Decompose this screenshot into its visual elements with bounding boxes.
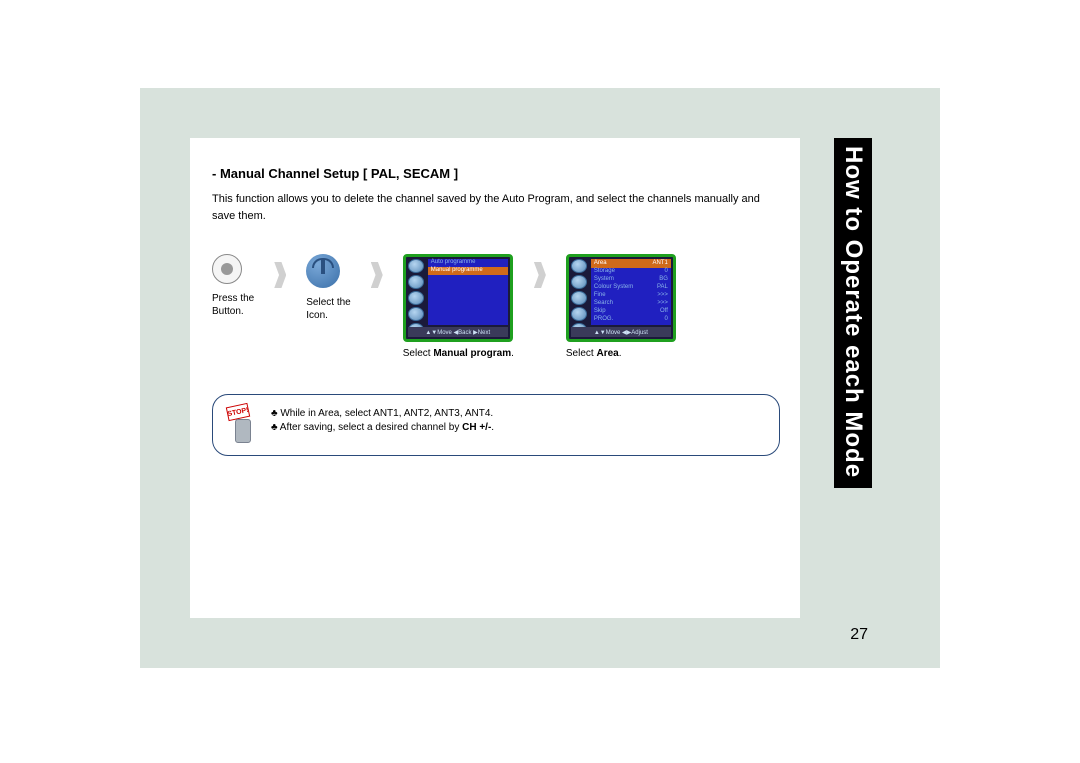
tv-screen-manual-program: Auto programmeManual programme ▲▼Move ◀B… (403, 254, 513, 342)
arrow-icon (371, 262, 383, 288)
step2-line2: Icon. (306, 310, 328, 321)
step2-line1: Select the (306, 297, 350, 308)
caption-bold: Area (596, 348, 618, 359)
side-icon (408, 291, 424, 305)
tv-screen-area: AreaANT1Storage0SystemBGColour SystemPAL… (566, 254, 676, 342)
menu-row: Auto programme (428, 259, 508, 267)
note-line2-prefix: ♣ After saving, select a desired channel… (271, 422, 462, 433)
step4-caption: Select Area. (566, 348, 676, 359)
note-line2-bold: CH +/- (462, 422, 491, 433)
caption-suffix: . (511, 348, 514, 359)
manual-page: - Manual Channel Setup [ PAL, SECAM ] Th… (140, 88, 940, 668)
menu-panel: AreaANT1Storage0SystemBGColour SystemPAL… (591, 259, 671, 325)
menu-side-icons (571, 259, 589, 337)
note-box: STOP! ♣ While in Area, select ANT1, ANT2… (212, 394, 780, 456)
side-icon (408, 259, 424, 273)
step-2: Select the Icon. (306, 254, 350, 322)
step-4: AreaANT1Storage0SystemBGColour SystemPAL… (566, 254, 676, 359)
step-1: Press the Button. (212, 254, 254, 318)
button-icon (212, 254, 242, 284)
steps-row: Press the Button. Select the Icon. (212, 254, 780, 359)
stop-graphic: STOP! (227, 405, 259, 445)
side-icon (571, 291, 587, 305)
menu-side-icons (408, 259, 426, 337)
arrow-icon (274, 262, 286, 288)
robot-icon (235, 419, 251, 443)
caption-suffix: . (619, 348, 622, 359)
menu-row: Storage0 (591, 268, 671, 276)
side-icon (408, 275, 424, 289)
screen-footer: ▲▼Move ◀▶Adjust (571, 327, 671, 337)
step3-caption: Select Manual program. (403, 348, 514, 359)
page-number: 27 (850, 626, 868, 644)
side-icon (571, 259, 587, 273)
menu-row: SkipOff (591, 308, 671, 316)
note-text: ♣ While in Area, select ANT1, ANT2, ANT3… (271, 405, 494, 436)
menu-row: Fine>>> (591, 292, 671, 300)
section-description: This function allows you to delete the c… (212, 191, 780, 224)
content-area: - Manual Channel Setup [ PAL, SECAM ] Th… (190, 138, 800, 618)
step1-line2: Button. (212, 306, 244, 317)
step1-line1: Press the (212, 293, 254, 304)
side-icon (571, 307, 587, 321)
sidebar-chapter-title: How to Operate each Mode (834, 138, 872, 488)
menu-row: Colour SystemPAL (591, 284, 671, 292)
side-icon (408, 307, 424, 321)
step2-label: Select the Icon. (306, 296, 350, 322)
note-line-2: ♣ After saving, select a desired channel… (271, 422, 494, 433)
section-title: - Manual Channel Setup [ PAL, SECAM ] (212, 166, 780, 181)
menu-row: SystemBG (591, 276, 671, 284)
menu-row: Manual programme (428, 267, 508, 275)
caption-prefix: Select (403, 348, 434, 359)
step-3: Auto programmeManual programme ▲▼Move ◀B… (403, 254, 514, 359)
caption-prefix: Select (566, 348, 597, 359)
antenna-icon (306, 254, 340, 288)
note-line-1: ♣ While in Area, select ANT1, ANT2, ANT3… (271, 408, 494, 419)
menu-row: PROG.0 (591, 316, 671, 324)
note-line2-suffix: . (491, 422, 494, 433)
menu-header: AreaANT1 (591, 259, 671, 268)
caption-bold: Manual program (433, 348, 511, 359)
arrow-icon (534, 262, 546, 288)
screen-footer: ▲▼Move ◀Back ▶Next (408, 327, 508, 337)
menu-row: Search>>> (591, 300, 671, 308)
side-icon (571, 275, 587, 289)
step1-label: Press the Button. (212, 292, 254, 318)
menu-panel: Auto programmeManual programme (428, 259, 508, 325)
